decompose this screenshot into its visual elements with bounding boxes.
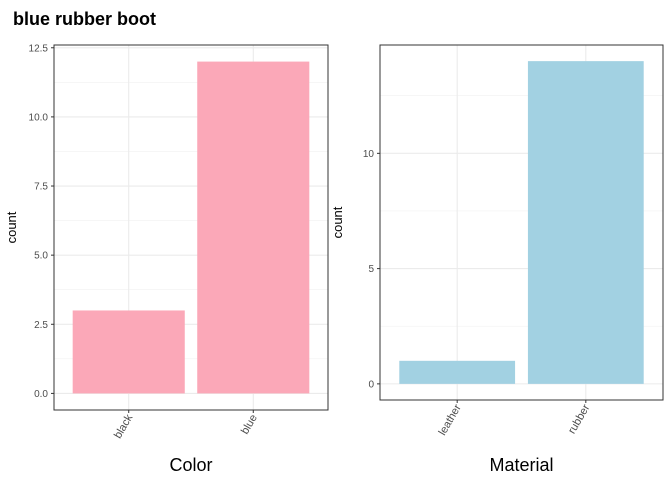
color-y-tick-label: 7.5 xyxy=(34,182,48,193)
color-bar-blue xyxy=(197,61,310,394)
color-y-tick-label: 12.5 xyxy=(29,43,49,54)
material-y-tick-label: 5 xyxy=(368,264,374,275)
material-x-axis-title: Material xyxy=(489,455,553,475)
color-x-axis-title: Color xyxy=(169,455,212,475)
color-bar-black xyxy=(72,310,185,394)
material-panel: 0 5 10 leather rubber Material count xyxy=(330,44,664,475)
color-y-axis-title: count xyxy=(4,211,19,243)
material-x-tick-label-leather: leather xyxy=(437,402,464,437)
material-bar-rubber xyxy=(527,61,644,384)
color-y-tick-label: 5.0 xyxy=(34,251,48,262)
material-y-axis-title: count xyxy=(330,206,345,238)
color-panel: 0.0 2.5 5.0 7.5 10.0 12.5 black blue Color count xyxy=(4,43,329,475)
color-x-tick-label-blue: blue xyxy=(239,413,260,437)
color-panel-border xyxy=(53,44,329,411)
material-panel-border xyxy=(379,44,664,401)
color-y-tick-label: 0.0 xyxy=(34,389,48,400)
color-y-tick-label: 10.0 xyxy=(29,112,49,123)
figure-title: blue rubber boot xyxy=(13,9,156,29)
material-bar-leather xyxy=(399,360,516,384)
material-y-tick-label: 0 xyxy=(368,379,374,390)
material-x-tick-label-rubber: rubber xyxy=(566,402,592,436)
material-y-tick-label: 10 xyxy=(363,149,375,160)
color-x-tick-label-black: black xyxy=(112,412,135,441)
color-y-tick-label: 2.5 xyxy=(34,320,48,331)
